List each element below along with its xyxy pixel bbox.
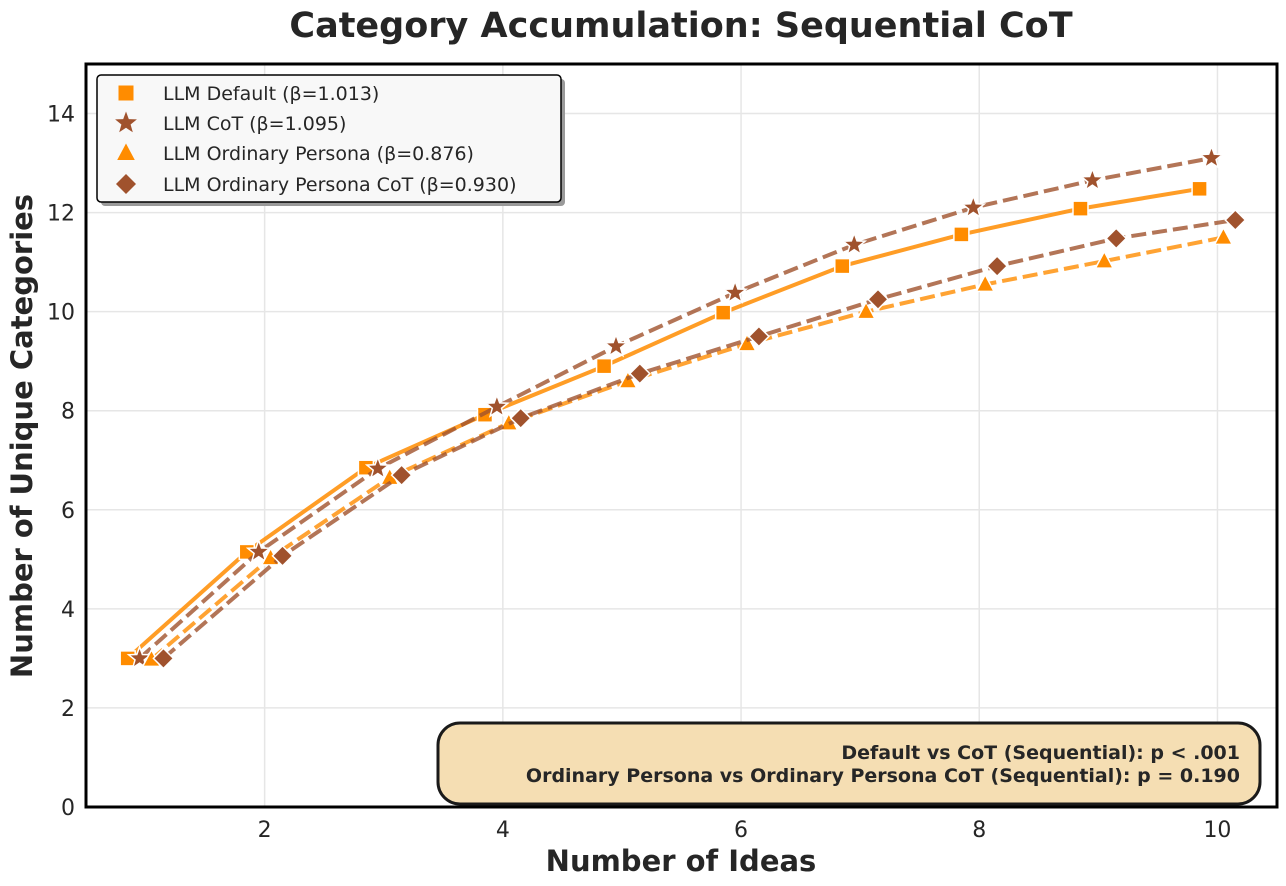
series-line bbox=[138, 156, 1212, 660]
data-point bbox=[834, 257, 851, 275]
data-point bbox=[271, 544, 294, 567]
data-point bbox=[390, 464, 413, 487]
data-point bbox=[245, 538, 272, 563]
data-point bbox=[714, 304, 732, 321]
legend-marker bbox=[117, 143, 135, 160]
x-axis-label: Number of Ideas bbox=[546, 844, 817, 878]
x-tick-label: 2 bbox=[258, 818, 272, 843]
data-point bbox=[866, 288, 890, 311]
y-tick-label: 12 bbox=[47, 202, 75, 227]
data-point bbox=[1105, 227, 1128, 250]
data-point bbox=[483, 393, 510, 418]
data-point bbox=[841, 231, 868, 256]
series-3 bbox=[152, 208, 1247, 670]
annotation-line-1: Default vs CoT (Sequential): p < .001 bbox=[841, 742, 1240, 764]
data-point bbox=[1198, 144, 1225, 170]
data-point bbox=[1079, 166, 1106, 192]
chart-title: Category Accumulation: Sequential CoT bbox=[289, 6, 1072, 46]
y-ticks: 0 2 4 6 8 10 12 14 bbox=[47, 103, 75, 821]
data-point bbox=[126, 644, 153, 670]
data-point bbox=[960, 193, 987, 219]
legend-marker bbox=[115, 111, 137, 133]
y-tick-label: 8 bbox=[61, 400, 75, 425]
legend-entry-llm-ordinary-persona: LLM Ordinary Persona (β=0.876) bbox=[163, 143, 474, 165]
y-tick-label: 2 bbox=[61, 697, 75, 722]
y-tick-label: 4 bbox=[61, 598, 75, 623]
x-tick-label: 6 bbox=[734, 818, 748, 843]
data-point bbox=[1224, 208, 1247, 232]
series-2 bbox=[141, 226, 1234, 668]
data-point bbox=[595, 357, 613, 375]
data-point bbox=[628, 362, 651, 385]
legend-marker bbox=[116, 174, 136, 194]
annotation-line-2: Ordinary Persona vs Ordinary Persona CoT… bbox=[526, 765, 1240, 787]
legend: LLM Default (β=1.013) LLM CoT (β=1.095) … bbox=[96, 74, 565, 206]
x-tick-label: 10 bbox=[1203, 818, 1231, 843]
legend-box bbox=[96, 74, 562, 203]
data-point bbox=[364, 455, 391, 480]
data-point bbox=[1094, 250, 1115, 269]
series-layer bbox=[119, 144, 1247, 670]
series-line bbox=[150, 235, 1224, 661]
significance-annotation: Default vs CoT (Sequential): p < .001 Or… bbox=[436, 721, 1262, 806]
legend-entry-llm-cot: LLM CoT (β=1.095) bbox=[163, 113, 346, 135]
series-0 bbox=[119, 180, 1208, 667]
y-tick-label: 10 bbox=[47, 301, 75, 326]
y-tick-label: 0 bbox=[61, 796, 75, 821]
data-point bbox=[152, 647, 175, 670]
data-point bbox=[1213, 226, 1234, 246]
x-tick-label: 8 bbox=[972, 818, 986, 843]
data-point bbox=[986, 255, 1009, 278]
data-point bbox=[1072, 200, 1089, 217]
series-line bbox=[126, 186, 1200, 660]
legend-marker bbox=[118, 85, 134, 101]
x-ticks: 2 4 6 8 10 bbox=[258, 818, 1232, 843]
legend-entry-llm-default: LLM Default (β=1.013) bbox=[163, 83, 379, 105]
data-point bbox=[736, 332, 758, 352]
x-tick-label: 4 bbox=[496, 818, 510, 843]
data-point bbox=[856, 300, 877, 320]
series-line bbox=[162, 218, 1236, 660]
data-point bbox=[1191, 180, 1208, 198]
data-point bbox=[975, 273, 996, 293]
data-point bbox=[722, 279, 749, 304]
series-1 bbox=[126, 144, 1225, 670]
annotation-box bbox=[436, 721, 1262, 806]
data-point bbox=[509, 407, 532, 430]
data-point bbox=[747, 325, 770, 348]
y-tick-label: 6 bbox=[61, 499, 75, 524]
legend-entry-llm-ordinary-persona-cot: LLM Ordinary Persona CoT (β=0.930) bbox=[163, 174, 517, 196]
data-point bbox=[603, 332, 629, 358]
plot-frame bbox=[84, 62, 1279, 809]
y-tick-label: 14 bbox=[47, 103, 75, 128]
y-axis-label: Number of Unique Categories bbox=[5, 194, 39, 678]
data-point bbox=[953, 226, 970, 243]
